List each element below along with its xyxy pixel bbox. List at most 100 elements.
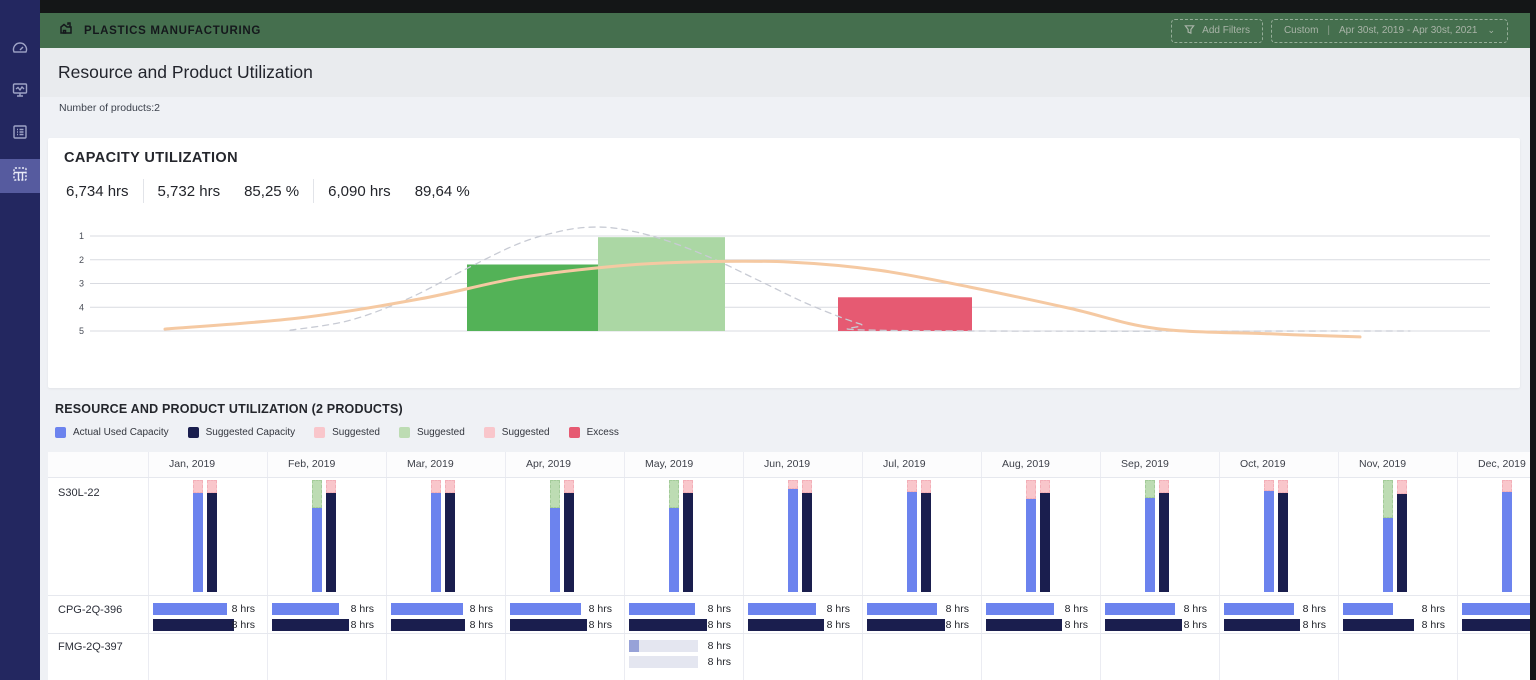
month-cell: 8 hrs 8 hrs bbox=[1219, 596, 1338, 633]
month-cell bbox=[624, 478, 743, 595]
suggested-capacity-bar: 8 hrs bbox=[1105, 619, 1219, 632]
suggested-cap bbox=[669, 480, 679, 508]
actual-used-capacity-bar bbox=[669, 480, 679, 592]
actual-used-capacity-bar bbox=[1026, 480, 1036, 592]
actual-used-capacity-bar: 8 hrs bbox=[867, 603, 981, 616]
add-filters-button[interactable]: Add Filters bbox=[1171, 18, 1263, 43]
suggested-cap bbox=[1264, 480, 1274, 491]
suggested-capacity-bar: 8 hrs bbox=[272, 619, 386, 632]
month-cell bbox=[1338, 478, 1457, 595]
table-row: S30L-22 bbox=[48, 477, 1536, 595]
month-cell bbox=[1457, 478, 1536, 595]
legend-label: Suggested bbox=[501, 427, 550, 438]
suggested-capacity-bar: 8 hrs bbox=[748, 619, 862, 632]
month-header: Oct, 2019 bbox=[1219, 452, 1338, 477]
month-header: Jan, 2019 bbox=[148, 452, 267, 477]
suggested-capacity-bar bbox=[598, 237, 725, 331]
suggested-cap bbox=[564, 480, 574, 493]
date-range-button[interactable]: Custom | Apr 30st, 2019 - Apr 30st, 2021… bbox=[1270, 18, 1508, 43]
filter-icon bbox=[1184, 24, 1195, 38]
legend-label: Excess bbox=[586, 427, 619, 438]
month-cell: 8 hrs 8 hrs bbox=[386, 596, 505, 633]
sidebar-item-monitoring[interactable] bbox=[0, 75, 40, 109]
corner-cell bbox=[48, 452, 148, 477]
suggested-capacity-bar bbox=[1040, 480, 1050, 592]
y-axis-tick: 3 bbox=[79, 279, 84, 289]
month-cell bbox=[743, 634, 862, 680]
stat-divider bbox=[142, 179, 144, 203]
suggested-cap bbox=[788, 480, 798, 489]
month-cell bbox=[981, 478, 1100, 595]
actual-used-capacity-bar: 8 hrs bbox=[1224, 603, 1338, 616]
month-header: Apr, 2019 bbox=[505, 452, 624, 477]
actual-used-capacity-bar bbox=[193, 480, 203, 592]
sidebar-item-dashboard[interactable] bbox=[0, 33, 40, 67]
hours-label: 8 hrs bbox=[469, 603, 493, 615]
legend-swatch bbox=[187, 427, 199, 438]
actual-curve bbox=[163, 259, 1362, 339]
list-icon bbox=[11, 123, 29, 146]
actual-used-capacity-bar bbox=[1145, 480, 1155, 592]
month-cell bbox=[743, 478, 862, 595]
actual-used-capacity-bar: 8 hrs bbox=[153, 603, 267, 616]
hours-label: 8 hrs bbox=[231, 619, 255, 631]
month-cell bbox=[1338, 634, 1457, 680]
suggested-cap bbox=[326, 480, 336, 493]
chart-legend: Actual Used Capacity Suggested Capacity … bbox=[55, 427, 619, 438]
month-cell: 8 hrs 8 hrs bbox=[981, 596, 1100, 633]
sidebar-item-reports[interactable] bbox=[0, 117, 40, 151]
actual-used-capacity-bar bbox=[1502, 480, 1512, 592]
row-label: CPG-2Q-396 bbox=[58, 604, 123, 616]
legend-item: Suggested bbox=[483, 427, 550, 438]
sidebar-item-utilization[interactable] bbox=[0, 159, 40, 193]
legend-item: Suggested bbox=[314, 427, 380, 438]
actual-used-capacity-bar bbox=[431, 480, 441, 592]
capacity-stat-value: 85,25 % bbox=[244, 182, 300, 200]
legend-label: Suggested bbox=[416, 427, 465, 438]
month-cell: 8 hrs 8 hrs bbox=[505, 596, 624, 633]
month-cell bbox=[505, 478, 624, 595]
month-cell bbox=[386, 478, 505, 595]
grid-icon bbox=[11, 165, 29, 188]
factory-icon bbox=[58, 20, 74, 41]
chevron-down-icon: ⌄ bbox=[1487, 25, 1495, 35]
month-cell: 8 hrs 8 hrs bbox=[1338, 596, 1457, 633]
capacity-chart-svg: 1 2 3 4 5 bbox=[79, 226, 1490, 339]
hours-label: 8 hrs bbox=[707, 603, 731, 615]
suggested-capacity-bar: 8 hrs bbox=[629, 619, 743, 632]
brand: PLASTICS MANUFACTURING bbox=[58, 20, 261, 41]
hours-label: 8 hrs bbox=[350, 603, 374, 615]
suggested-cap bbox=[907, 480, 917, 492]
hours-label: 8 hrs bbox=[1421, 619, 1445, 631]
month-cell: 8 hrs 8 hrs bbox=[1100, 596, 1219, 633]
suggested-capacity-bar: 8 hrs bbox=[867, 619, 981, 632]
y-axis-tick: 4 bbox=[79, 302, 84, 312]
page-title: Resource and Product Utilization bbox=[58, 62, 313, 82]
capacity-stat-value: 5,732 hrs bbox=[157, 182, 221, 200]
suggested-capacity-bar bbox=[1462, 619, 1536, 632]
actual-used-capacity-bar bbox=[1264, 480, 1274, 592]
suggested-cap bbox=[445, 480, 455, 493]
suggested-capacity-bar: 8 hrs bbox=[153, 619, 267, 632]
right-frame-strip bbox=[1530, 0, 1536, 680]
suggested-capacity-bar bbox=[445, 480, 455, 592]
suggested-capacity-bar bbox=[1397, 480, 1407, 592]
capacity-stats: 6,734 hrs 5,732 hrs 85,25 % 6,090 hrs 89,64 … bbox=[66, 178, 470, 204]
hours-label: 8 hrs bbox=[1302, 603, 1326, 615]
actual-used-capacity-bar bbox=[788, 480, 798, 592]
hours-label: 8 hrs bbox=[707, 656, 731, 668]
hours-label: 8 hrs bbox=[707, 640, 731, 652]
month-cell: 8 hrs 8 hrs bbox=[148, 596, 267, 633]
stat-group: 6,090 hrs 89,64 % bbox=[328, 183, 470, 200]
capacity-utilization-card: CAPACITY UTILIZATION 6,734 hrs 5,732 hrs 8… bbox=[48, 138, 1520, 388]
hours-label: 8 hrs bbox=[1302, 619, 1326, 631]
y-axis-tick: 5 bbox=[79, 326, 84, 336]
suggested-cap bbox=[802, 480, 812, 493]
table-row: CPG-2Q-396 8 hrs 8 hrs 8 hrs 8 hrs 8 hrs bbox=[48, 595, 1536, 633]
suggested-capacity-bar: 8 hrs bbox=[510, 619, 624, 632]
suggested-cap bbox=[1278, 480, 1288, 493]
hours-label: 8 hrs bbox=[945, 619, 969, 631]
suggested-cap bbox=[207, 480, 217, 493]
legend-item: Excess bbox=[568, 427, 619, 438]
row-label: S30L-22 bbox=[58, 487, 100, 499]
